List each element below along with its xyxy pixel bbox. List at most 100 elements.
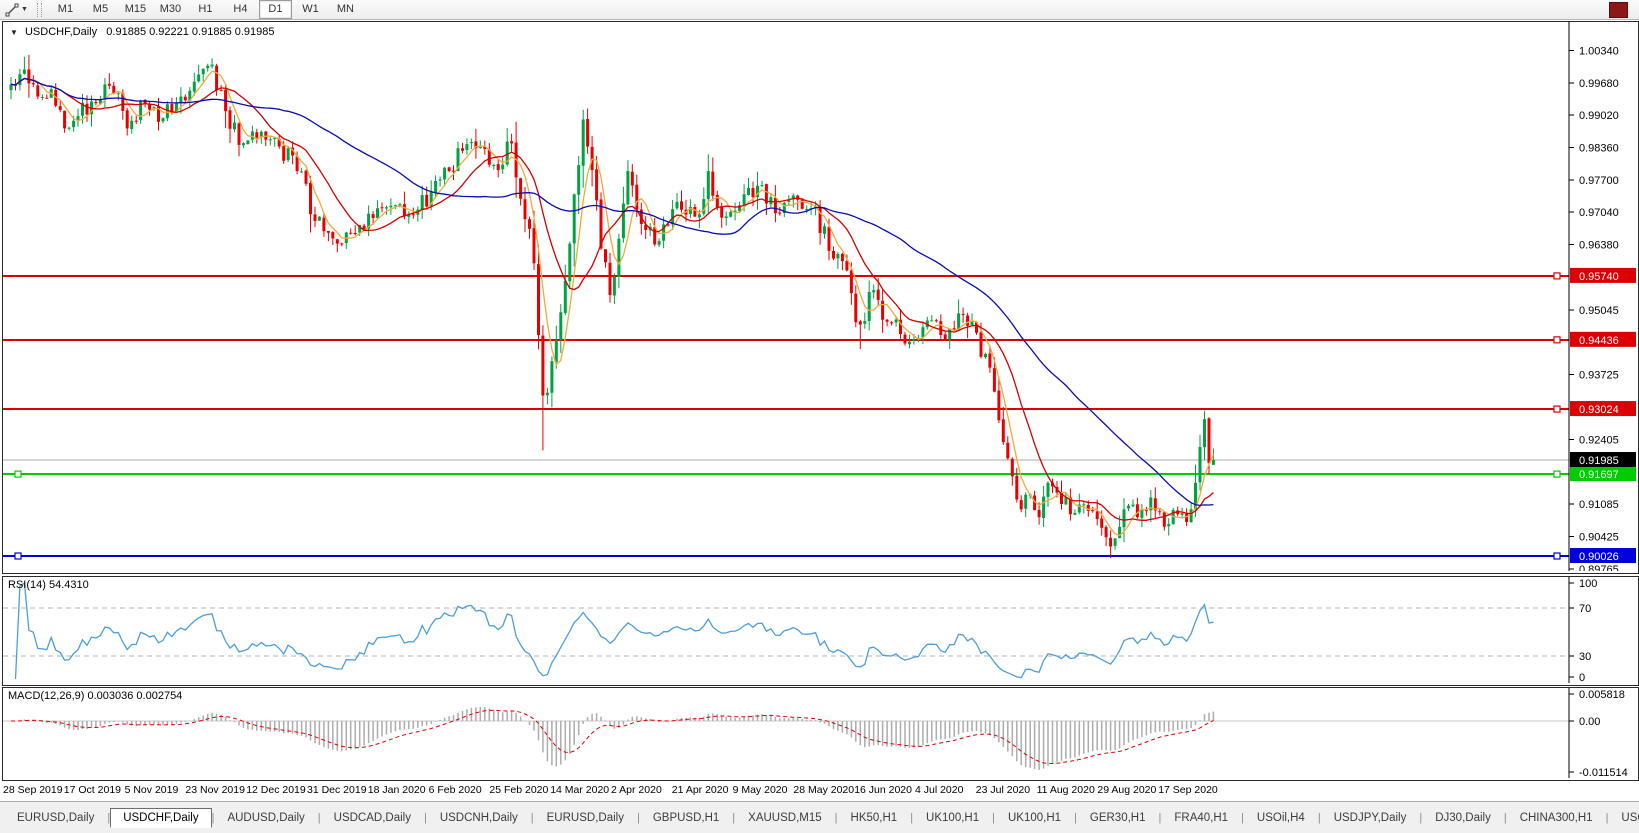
tab-separator: | — [1241, 811, 1244, 824]
date-label: 18 Jan 2020 — [367, 784, 426, 796]
toolbar-grip[interactable] — [36, 2, 42, 17]
svg-text:0.91985: 0.91985 — [1579, 455, 1619, 467]
date-label: 14 Mar 2020 — [550, 784, 610, 796]
date-label: 2 Apr 2020 — [611, 784, 662, 796]
chart-tab-usdcnh-daily[interactable]: USDCNH,Daily — [439, 811, 518, 824]
rsi-canvas[interactable]: 100 70 30 0 — [3, 577, 1636, 683]
svg-text:0.93725: 0.93725 — [1579, 370, 1619, 382]
chart-tab-uk100-h1[interactable]: UK100,H1 — [926, 811, 980, 824]
chart-tab-dj30-daily[interactable]: DJ30,Daily — [1435, 811, 1491, 824]
svg-text:0: 0 — [1579, 672, 1585, 683]
svg-text:0.91085: 0.91085 — [1579, 499, 1619, 511]
date-label: 12 Dec 2019 — [246, 784, 306, 796]
chart-tab-usoil-h4[interactable]: USOil,H4 — [1256, 811, 1305, 824]
chart-tab-ger30-h1[interactable]: GER30,H1 — [1089, 811, 1146, 824]
svg-text:0.98360: 0.98360 — [1579, 142, 1619, 154]
chart-symbol: USDCHF,Daily — [24, 26, 98, 38]
crosshair-cursor-icon[interactable] — [3, 2, 21, 17]
date-label: 23 Jul 2020 — [975, 784, 1031, 796]
chart-tab-eurusd-daily[interactable]: EURUSD,Daily — [546, 811, 624, 824]
date-label: 29 Aug 2020 — [1097, 784, 1157, 796]
tab-separator: | — [636, 811, 640, 824]
timeframe-button-m30[interactable]: M30 — [159, 3, 182, 15]
svg-text:-0.011514: -0.011514 — [1579, 767, 1628, 778]
timeframe-button-h4[interactable]: H4 — [233, 3, 248, 15]
tab-separator: | — [1317, 811, 1321, 824]
chart-tab-uk100-h1[interactable]: UK100,H1 — [1007, 811, 1062, 824]
date-label: 28 Sep 2019 — [3, 784, 63, 796]
chart-title: ▼ USDCHF,Daily 0.91885 0.92221 0.91885 0… — [10, 26, 275, 38]
svg-text:70: 70 — [1579, 603, 1591, 615]
svg-text:0.97040: 0.97040 — [1579, 207, 1619, 219]
chart-tab-usdjpy-daily[interactable]: USDJPY,Daily — [1333, 811, 1407, 824]
chart-tab-hk50-h1[interactable]: HK50,H1 — [850, 811, 898, 824]
date-label: 31 Dec 2019 — [307, 784, 367, 796]
date-label: 28 May 2020 — [793, 784, 855, 796]
price-chart-canvas[interactable]: 1.00340 0.99680 0.99020 0.98360 0.97700 0.970… — [3, 22, 1636, 571]
tab-separator: | — [211, 811, 215, 824]
chart-dropdown-icon[interactable]: ▼ — [10, 28, 18, 37]
date-axis[interactable]: 28 Sep 2019 17 Oct 2019 5 Nov 2019 23 Nov 2… — [2, 781, 1637, 801]
timeframe-button-mn[interactable]: MN — [336, 3, 354, 15]
svg-text:0.90026: 0.90026 — [1579, 551, 1619, 563]
svg-text:0.95740: 0.95740 — [1579, 271, 1619, 283]
chart-tab-usdchf-daily[interactable]: USDCHF,Daily — [110, 807, 212, 828]
timeframe-button-m1[interactable]: M1 — [57, 3, 74, 15]
svg-text:0.92405: 0.92405 — [1579, 434, 1619, 446]
date-label: 17 Oct 2019 — [63, 784, 122, 796]
svg-text:0.90425: 0.90425 — [1579, 531, 1619, 543]
date-label: 9 May 2020 — [732, 784, 788, 796]
date-label: 23 Nov 2019 — [185, 784, 245, 796]
rsi-label: RSI(14) 54.4310 — [8, 579, 89, 591]
timeframe-button-d1[interactable]: D1 — [258, 0, 292, 19]
svg-text:1.00340: 1.00340 — [1579, 45, 1619, 57]
timeframe-button-m15[interactable]: M15 — [124, 3, 147, 15]
chart-ohlc-values: 0.91885 0.92221 0.91885 0.91985 — [106, 26, 275, 38]
main-price-chart-pane[interactable]: 1.00340 0.99680 0.99020 0.98360 0.97700 0.970… — [2, 21, 1639, 574]
macd-canvas[interactable]: 0.005818 0.00 -0.011514 — [3, 688, 1636, 778]
tab-separator: | — [423, 811, 427, 824]
macd-label: MACD(12,26,9) 0.003036 0.002754 — [8, 690, 183, 702]
timeframe-button-h1[interactable]: H1 — [198, 3, 213, 15]
tab-separator: | — [910, 811, 914, 824]
date-label: 17 Sep 2020 — [1158, 784, 1218, 796]
svg-text:0.99020: 0.99020 — [1579, 110, 1619, 122]
date-label: 11 Aug 2020 — [1036, 784, 1095, 796]
svg-text:0.96380: 0.96380 — [1579, 240, 1619, 252]
svg-text:30: 30 — [1579, 651, 1591, 663]
timeframe-button-w1[interactable]: W1 — [302, 3, 319, 15]
tool-dropdown-caret-icon[interactable]: ▼ — [21, 6, 28, 13]
chart-tab-xauusd-m15[interactable]: XAUUSD,M15 — [748, 811, 822, 824]
tab-separator: | — [1158, 811, 1162, 824]
rsi-indicator-pane[interactable]: 100 70 30 0 RSI(14) 54.4310 — [2, 576, 1639, 686]
chart-tab-usdcad-daily[interactable]: USDCAD,Daily — [333, 811, 411, 824]
chart-tab-eurusd-daily[interactable]: EURUSD,Daily — [17, 811, 95, 824]
svg-text:0.89765: 0.89765 — [1579, 564, 1619, 571]
svg-text:0.94436: 0.94436 — [1579, 335, 1619, 347]
svg-text:0.00: 0.00 — [1579, 716, 1600, 728]
svg-text:0.99680: 0.99680 — [1579, 78, 1619, 90]
broker-logo-icon[interactable] — [1609, 2, 1628, 18]
chart-tab-fra40-h1[interactable]: FRA40,H1 — [1174, 811, 1229, 824]
timeframe-button-group: M1 M5 M15 M30 H1 H4 D1 W1 MN — [48, 0, 363, 19]
date-label: 4 Jul 2020 — [915, 784, 964, 796]
chart-tab-bar: EURUSD,Daily | USDCHF,Daily | AUDUSD,Daily | U… — [0, 801, 1639, 833]
chart-tab-gbpusd-h1[interactable]: GBPUSD,H1 — [652, 811, 720, 824]
svg-text:0.95045: 0.95045 — [1579, 305, 1619, 317]
chart-tab-audusd-daily[interactable]: AUDUSD,Daily — [227, 811, 305, 824]
tab-separator: | — [1074, 811, 1077, 824]
date-label: 6 Feb 2020 — [428, 784, 482, 796]
tab-separator: | — [992, 811, 995, 824]
svg-text:0.97700: 0.97700 — [1579, 175, 1619, 187]
tab-separator: | — [1605, 811, 1609, 824]
tab-separator: | — [317, 811, 321, 824]
tab-separator: | — [1503, 811, 1507, 824]
date-label: 5 Nov 2019 — [124, 784, 179, 796]
chart-tab-usoil-h[interactable]: USOil,H — [1621, 811, 1639, 824]
date-label: 21 Apr 2020 — [671, 784, 729, 796]
timeframe-button-m5[interactable]: M5 — [92, 3, 109, 15]
tab-separator: | — [107, 811, 111, 824]
tab-separator: | — [834, 811, 838, 824]
macd-indicator-pane[interactable]: 0.005818 0.00 -0.011514 MACD(12,26,9) 0.00… — [2, 687, 1639, 781]
chart-tab-china300-h1[interactable]: CHINA300,H1 — [1519, 811, 1593, 824]
